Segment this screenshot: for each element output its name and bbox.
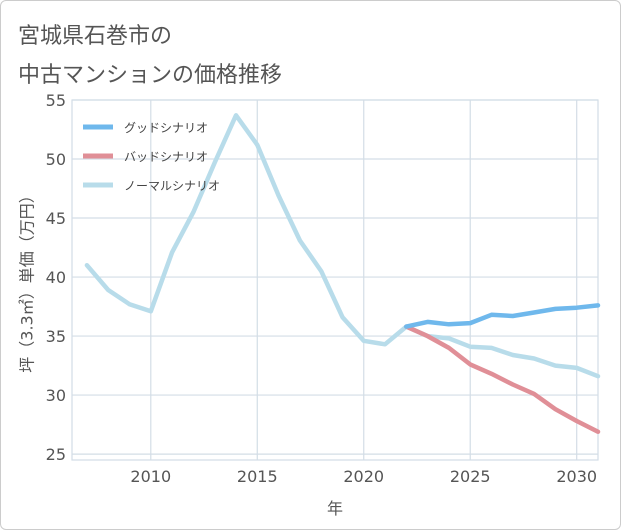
x-axis-label: 年 xyxy=(327,499,343,518)
chart-title-line-2: 中古マンションの価格推移 xyxy=(18,63,283,88)
series-line-1 xyxy=(404,324,601,434)
y-tick-label: 55 xyxy=(46,91,66,110)
axis-ticks: 25 30 35 40 45 50 55 2010 2015 2020 2025 2030 xyxy=(46,91,597,486)
y-tick-label: 45 xyxy=(46,209,66,228)
legend-label: ノーマルシナリオ xyxy=(124,179,220,193)
y-tick-label: 35 xyxy=(46,327,66,346)
y-tick-label: 25 xyxy=(46,445,66,464)
series-lines xyxy=(84,113,601,434)
x-tick-label: 2025 xyxy=(450,467,491,486)
grid xyxy=(71,99,599,461)
x-tick-label: 2030 xyxy=(556,467,597,486)
x-tick-label: 2020 xyxy=(343,467,384,486)
y-tick-label: 30 xyxy=(46,386,66,405)
y-tick-label: 40 xyxy=(46,268,66,287)
y-axis-label: 坪（3.3㎡）単価（万円） xyxy=(18,187,37,372)
y-tick-label: 50 xyxy=(46,150,66,169)
x-tick-label: 2010 xyxy=(130,467,171,486)
series-line-0 xyxy=(404,303,601,329)
legend-label: バッドシナリオ xyxy=(124,150,208,164)
chart-title-line-1: 宮城県石巻市の xyxy=(18,24,173,49)
series-line-2 xyxy=(84,113,601,379)
legend-label: グッドシナリオ xyxy=(124,121,208,135)
x-tick-label: 2015 xyxy=(237,467,278,486)
